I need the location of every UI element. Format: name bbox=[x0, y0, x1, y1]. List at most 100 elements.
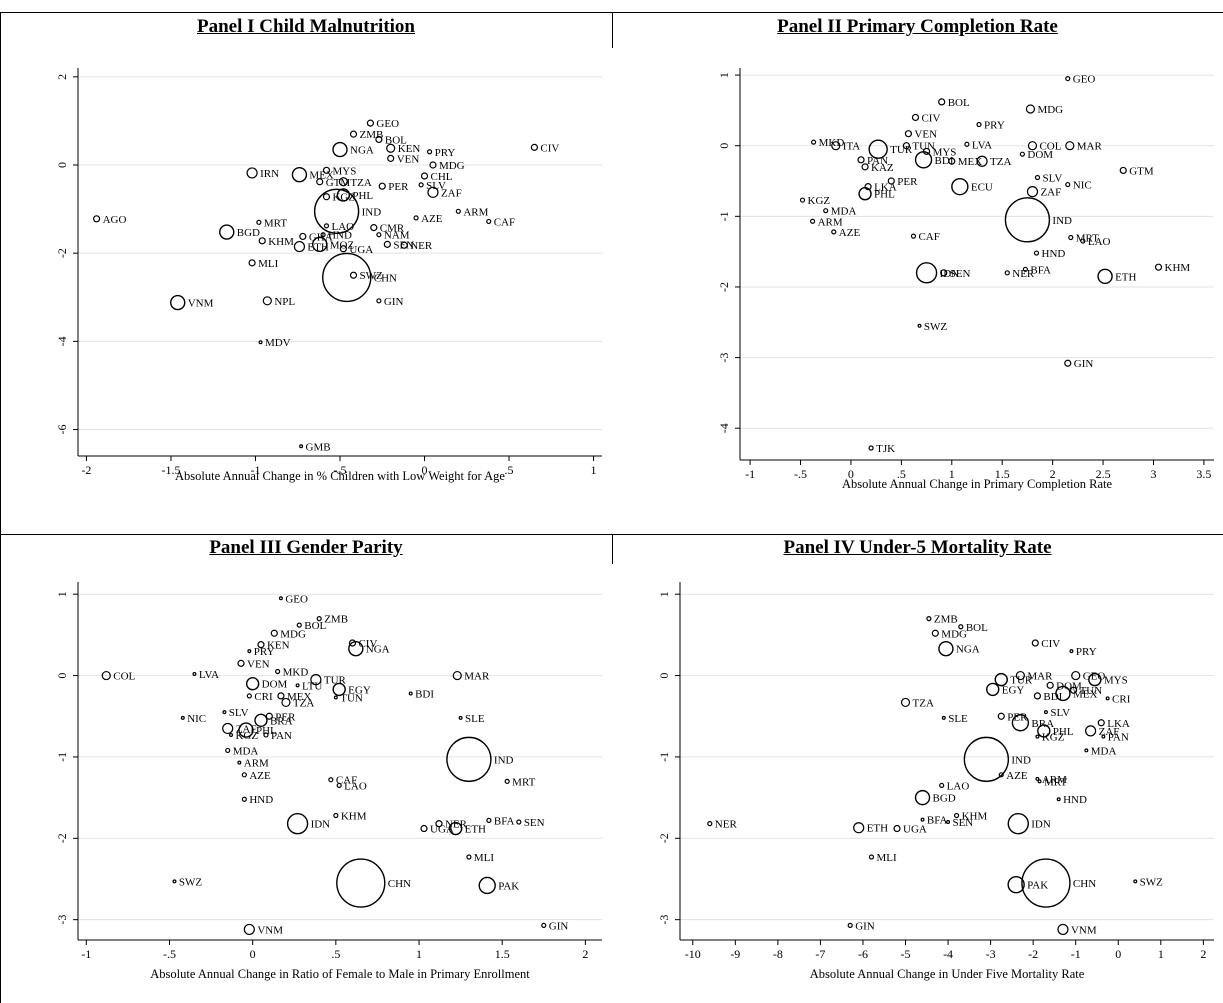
point-label-arm: ARM bbox=[463, 206, 488, 218]
y-tick-label: -4 bbox=[717, 423, 731, 433]
point-marker-tjk bbox=[868, 445, 874, 451]
outer-left-border bbox=[0, 12, 1, 1003]
point-label-mli: MLI bbox=[258, 258, 279, 270]
point-marker-zmb bbox=[316, 616, 322, 622]
point-marker-ken bbox=[257, 641, 265, 649]
point-label-vnm: VNM bbox=[188, 298, 214, 310]
point-label-slv: SLV bbox=[426, 180, 446, 192]
point-marker-bol bbox=[375, 135, 383, 144]
point-marker-swz bbox=[1133, 879, 1138, 884]
point-marker-mli bbox=[868, 854, 875, 860]
point-marker-bfa bbox=[1022, 266, 1029, 272]
point-marker-sen bbox=[516, 819, 522, 825]
point-marker-nic bbox=[180, 715, 185, 720]
y-tick-label: 2 bbox=[55, 74, 69, 80]
point-marker-uga bbox=[893, 824, 901, 833]
point-label-mys: MYS bbox=[1104, 675, 1128, 687]
point-label-ner: NER bbox=[445, 819, 468, 831]
point-marker-aze bbox=[998, 772, 1004, 778]
point-marker-mdg bbox=[429, 161, 437, 169]
point-label-swz: SWZ bbox=[1140, 876, 1164, 888]
point-marker-lao bbox=[939, 782, 945, 789]
point-marker-dom bbox=[245, 677, 260, 691]
y-tick-label: -6 bbox=[55, 425, 69, 435]
point-marker-col bbox=[101, 670, 111, 681]
point-marker-chn bbox=[322, 252, 372, 303]
point-label-ind: IND bbox=[362, 206, 382, 218]
point-label-eth: ETH bbox=[465, 824, 486, 836]
point-marker-mli bbox=[466, 854, 472, 860]
point-label-eth: ETH bbox=[307, 242, 328, 254]
point-label-phl: PHL bbox=[874, 189, 895, 201]
y-tick-label: -4 bbox=[55, 336, 69, 346]
point-label-mrt: MRT bbox=[1076, 233, 1099, 245]
point-label-ven: VEN bbox=[397, 153, 420, 165]
point-marker-ind bbox=[1004, 197, 1051, 243]
point-label-lka: LKA bbox=[874, 182, 897, 194]
point-marker-bgd bbox=[914, 789, 931, 806]
x-tick-label: -2 bbox=[81, 463, 91, 477]
point-marker-sen bbox=[940, 269, 948, 277]
point-marker-mda bbox=[225, 747, 231, 754]
point-label-mar: MAR bbox=[464, 671, 490, 683]
point-label-sle: SLE bbox=[465, 713, 485, 725]
point-marker-mys bbox=[1088, 672, 1102, 687]
point-marker-pry bbox=[976, 121, 982, 128]
point-marker-ago bbox=[92, 215, 101, 223]
x-tick-label: 2 bbox=[1050, 467, 1056, 481]
point-marker-pan bbox=[1101, 734, 1106, 739]
point-label-tur: TUR bbox=[890, 144, 913, 156]
x-tick-label: .5 bbox=[331, 947, 340, 961]
point-marker-pry bbox=[426, 149, 433, 155]
point-label-chn: CHN bbox=[1073, 878, 1096, 890]
point-label-zmb: ZMB bbox=[934, 614, 958, 626]
panel-1-title: Panel I Child Malnutrition bbox=[197, 16, 415, 37]
point-marker-egy bbox=[986, 682, 1000, 697]
point-marker-ven bbox=[387, 154, 395, 162]
point-marker-kgz bbox=[1035, 734, 1040, 739]
point-marker-civ bbox=[1031, 639, 1039, 647]
panel-2-title: Panel II Primary Completion Rate bbox=[777, 16, 1058, 37]
point-label-swz: SWZ bbox=[924, 321, 948, 333]
point-marker-sle bbox=[941, 715, 946, 720]
x-tick-label: -.5 bbox=[334, 463, 347, 477]
point-label-kgz: KGZ bbox=[1042, 732, 1065, 744]
point-label-mex: MEX bbox=[287, 691, 312, 703]
point-label-mys: MYS bbox=[933, 146, 957, 158]
x-tick-label: 0 bbox=[250, 947, 256, 961]
point-label-gmb: GMB bbox=[306, 441, 331, 453]
point-label-geo: GEO bbox=[285, 593, 308, 605]
point-marker-mkd bbox=[811, 139, 817, 145]
point-label-mdg: MDG bbox=[1037, 104, 1063, 116]
point-marker-slv bbox=[222, 710, 227, 715]
x-tick-label: 1.5 bbox=[995, 467, 1010, 481]
point-marker-tur bbox=[868, 139, 888, 159]
point-marker-tza bbox=[900, 697, 911, 708]
point-marker-pak bbox=[478, 876, 496, 895]
x-tick-label: 3.5 bbox=[1196, 467, 1211, 481]
y-tick-label: 0 bbox=[55, 162, 69, 168]
point-marker-mrt bbox=[256, 219, 262, 225]
point-label-hnd: HND bbox=[1042, 248, 1066, 260]
panel-3-scatter-chart: -1 -.5 0 .5 1 1.5 2 -3 -2 -1 0 1 Absolute Annual Cha… bbox=[55, 582, 602, 981]
point-marker-lao bbox=[323, 223, 330, 229]
point-marker-bgd bbox=[219, 224, 235, 240]
y-tick-label: -1 bbox=[657, 752, 671, 762]
point-label-arm: ARM bbox=[244, 758, 269, 770]
point-marker-egy bbox=[332, 682, 346, 697]
point-marker-gmb bbox=[299, 444, 304, 449]
point-label-nic: NIC bbox=[187, 713, 206, 725]
point-label-zaf: ZAF bbox=[1040, 187, 1061, 199]
y-tick-label: 1 bbox=[55, 591, 69, 597]
point-label-ven: VEN bbox=[247, 658, 270, 670]
point-marker-ind bbox=[963, 736, 1010, 783]
x-tick-label: -5 bbox=[901, 947, 911, 961]
point-label-swz: SWZ bbox=[179, 876, 203, 888]
point-label-pak: PAK bbox=[498, 880, 519, 892]
point-marker-arm bbox=[1035, 776, 1040, 781]
point-label-caf: CAF bbox=[918, 231, 939, 243]
point-label-lva: LVA bbox=[199, 669, 219, 681]
point-marker-tun bbox=[1069, 686, 1078, 694]
point-label-pry: PRY bbox=[1076, 646, 1097, 658]
point-label-mar: MAR bbox=[1027, 671, 1053, 683]
